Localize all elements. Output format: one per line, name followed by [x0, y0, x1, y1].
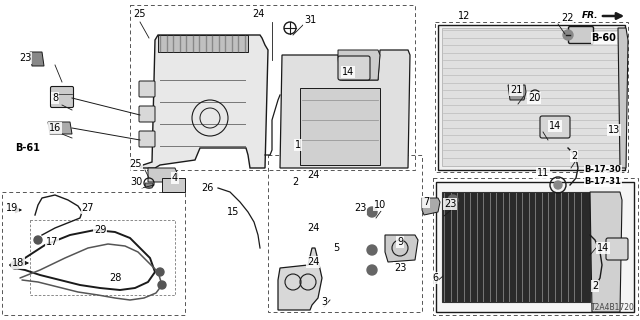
Polygon shape	[385, 235, 418, 262]
Polygon shape	[436, 182, 634, 312]
Text: 24: 24	[307, 170, 319, 180]
Text: 30: 30	[130, 177, 142, 187]
Text: 23: 23	[444, 199, 456, 209]
Bar	[2, 192, 185, 315]
Text: 17: 17	[46, 237, 58, 247]
Bar	[442, 28, 620, 166]
Text: 14: 14	[549, 121, 561, 131]
Text: 23: 23	[394, 263, 406, 273]
Bar	[442, 192, 590, 302]
Circle shape	[34, 236, 42, 244]
Text: 18: 18	[12, 258, 24, 268]
Text: 16: 16	[49, 123, 61, 133]
Bar	[30, 220, 175, 295]
Text: 2: 2	[592, 281, 598, 291]
FancyBboxPatch shape	[568, 27, 593, 44]
Text: 23: 23	[19, 53, 31, 63]
Circle shape	[156, 268, 164, 276]
Text: B-60: B-60	[591, 33, 616, 43]
Text: 11: 11	[537, 168, 549, 178]
Text: 31: 31	[304, 15, 316, 25]
Text: 29: 29	[94, 225, 106, 235]
Circle shape	[554, 181, 562, 189]
Text: 27: 27	[82, 203, 94, 213]
Text: 4: 4	[172, 173, 178, 183]
Text: 24: 24	[252, 9, 264, 19]
FancyBboxPatch shape	[540, 116, 570, 138]
FancyBboxPatch shape	[338, 56, 370, 80]
Text: 22: 22	[561, 13, 573, 23]
Text: 6: 6	[432, 273, 438, 283]
Text: FR.: FR.	[582, 12, 598, 20]
Text: 12: 12	[458, 11, 470, 21]
Text: 9: 9	[397, 237, 403, 247]
Polygon shape	[140, 35, 268, 168]
Text: 19: 19	[6, 203, 18, 213]
FancyBboxPatch shape	[139, 131, 155, 147]
Polygon shape	[145, 183, 153, 188]
Text: 5: 5	[333, 243, 339, 253]
Circle shape	[367, 207, 377, 217]
Text: 25: 25	[134, 9, 147, 19]
Polygon shape	[30, 52, 44, 66]
Text: 24: 24	[307, 223, 319, 233]
Bar	[268, 155, 422, 312]
Polygon shape	[618, 28, 628, 168]
Text: 28: 28	[109, 273, 121, 283]
Circle shape	[11, 261, 19, 269]
Text: 1: 1	[295, 140, 301, 150]
Text: T2A4B1720: T2A4B1720	[591, 303, 635, 312]
Circle shape	[448, 195, 458, 205]
Polygon shape	[280, 50, 410, 168]
Polygon shape	[162, 178, 185, 192]
Polygon shape	[338, 50, 380, 80]
Text: 23: 23	[354, 203, 366, 213]
Text: B-61: B-61	[15, 143, 40, 153]
Polygon shape	[48, 122, 72, 134]
Circle shape	[563, 30, 573, 40]
FancyBboxPatch shape	[139, 106, 155, 122]
Text: 14: 14	[342, 67, 354, 77]
Text: 24: 24	[307, 257, 319, 267]
FancyBboxPatch shape	[51, 86, 74, 108]
Text: 8: 8	[52, 93, 58, 103]
Polygon shape	[158, 35, 248, 52]
Bar	[433, 178, 638, 315]
Text: 7: 7	[423, 197, 429, 207]
Text: 25: 25	[130, 159, 142, 169]
Text: 10: 10	[374, 200, 386, 210]
Text: 2: 2	[292, 177, 298, 187]
Text: 26: 26	[201, 183, 213, 193]
Bar	[130, 5, 415, 170]
Text: 14: 14	[597, 243, 609, 253]
Polygon shape	[508, 85, 526, 100]
Circle shape	[367, 265, 377, 275]
Text: 20: 20	[528, 93, 540, 103]
Text: 21: 21	[510, 85, 522, 95]
Text: 13: 13	[608, 125, 620, 135]
Circle shape	[158, 281, 166, 289]
Text: 3: 3	[321, 297, 327, 307]
Circle shape	[367, 245, 377, 255]
FancyBboxPatch shape	[606, 238, 628, 260]
FancyBboxPatch shape	[139, 81, 155, 97]
Polygon shape	[590, 192, 622, 312]
Text: B-17-30: B-17-30	[584, 165, 621, 174]
Polygon shape	[438, 25, 625, 170]
Text: B-17-31: B-17-31	[584, 178, 621, 187]
Bar	[435, 22, 628, 172]
Polygon shape	[148, 168, 178, 182]
Polygon shape	[300, 88, 380, 165]
Polygon shape	[278, 248, 322, 310]
Text: 2: 2	[571, 151, 577, 161]
Text: 15: 15	[227, 207, 239, 217]
Polygon shape	[422, 198, 440, 215]
